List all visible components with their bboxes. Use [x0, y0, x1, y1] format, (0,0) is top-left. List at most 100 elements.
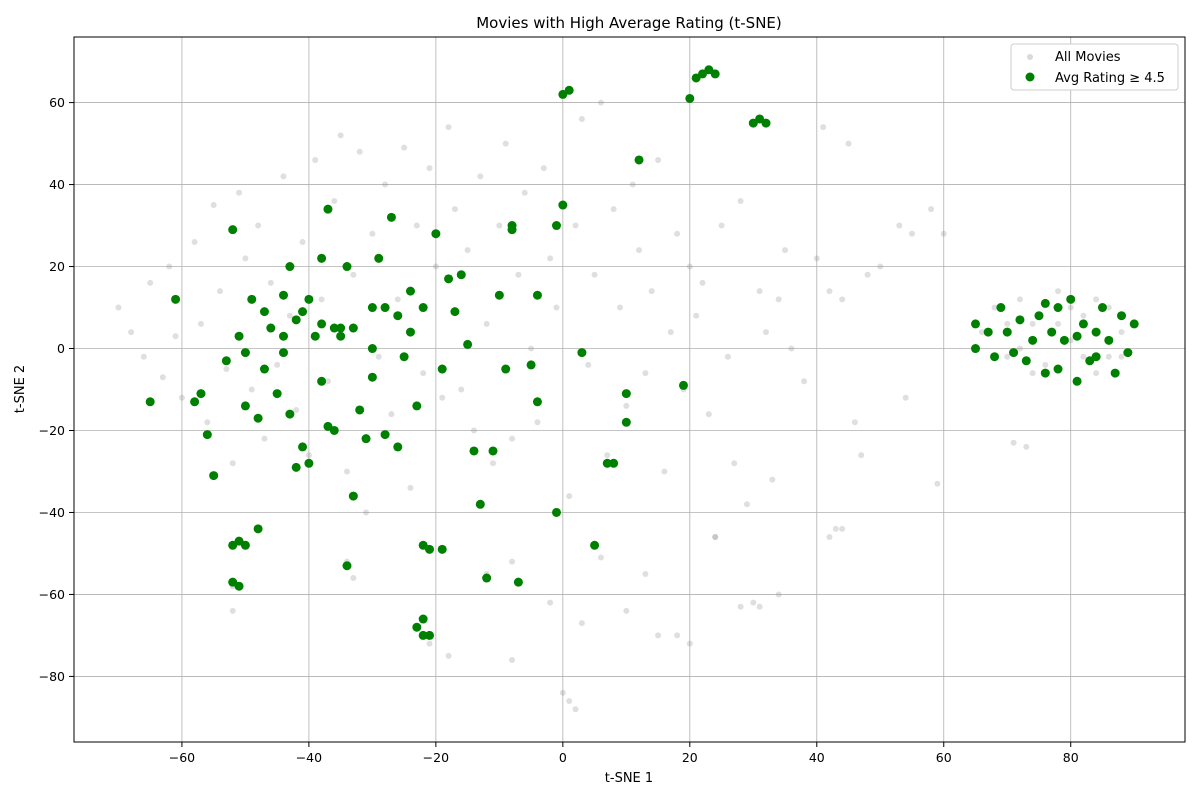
point-high-rating — [418, 630, 428, 640]
point-all-movies — [1067, 337, 1074, 344]
point-all-movies — [1105, 353, 1112, 360]
point-high-rating — [196, 389, 206, 399]
point-all-movies — [229, 460, 236, 467]
point-all-movies — [591, 271, 598, 278]
point-high-rating — [501, 364, 511, 374]
point-high-rating — [272, 389, 282, 399]
point-all-movies — [331, 197, 338, 204]
legend-box — [1010, 43, 1179, 91]
point-all-movies — [534, 419, 541, 426]
point-all-movies — [115, 304, 122, 311]
point-high-rating — [1053, 364, 1063, 374]
point-high-rating — [558, 200, 568, 210]
point-all-movies — [388, 411, 395, 418]
point-high-rating — [298, 442, 308, 452]
point-high-rating — [348, 491, 358, 501]
point-all-movies — [762, 329, 769, 336]
point-high-rating — [298, 307, 308, 317]
point-high-rating — [279, 331, 289, 341]
point-all-movies — [464, 247, 471, 254]
point-all-movies — [686, 640, 693, 647]
point-all-movies — [578, 115, 585, 122]
x-axis-label: t-SNE 1 — [605, 771, 653, 786]
point-all-movies — [547, 599, 554, 606]
x-tick-label: 40 — [809, 750, 825, 765]
point-high-rating — [336, 331, 346, 341]
point-high-rating — [380, 303, 390, 313]
y-tick-label: −60 — [39, 587, 65, 602]
point-high-rating — [1104, 335, 1114, 345]
point-all-movies — [496, 222, 503, 229]
point-high-rating — [1117, 311, 1127, 321]
point-all-movies — [1093, 296, 1100, 303]
point-high-rating — [1040, 298, 1050, 308]
point-high-rating — [304, 294, 314, 304]
point-all-movies — [578, 620, 585, 627]
point-all-movies — [172, 333, 179, 340]
point-high-rating — [361, 434, 371, 444]
point-high-rating — [551, 221, 561, 231]
point-high-rating — [342, 561, 352, 571]
point-all-movies — [623, 402, 630, 409]
point-high-rating — [482, 573, 492, 583]
point-all-movies — [559, 689, 566, 696]
point-all-movies — [1016, 296, 1023, 303]
point-all-movies — [394, 296, 401, 303]
point-all-movies — [375, 353, 382, 360]
point-all-movies — [934, 480, 941, 487]
point-all-movies — [140, 353, 147, 360]
point-all-movies — [655, 632, 662, 639]
y-tick-label: −40 — [39, 505, 65, 520]
point-high-rating — [171, 294, 181, 304]
point-all-movies — [743, 501, 750, 508]
point-high-rating — [291, 462, 301, 472]
point-high-rating — [145, 397, 155, 407]
point-high-rating — [367, 372, 377, 382]
point-high-rating — [418, 303, 428, 313]
point-all-movies — [1004, 320, 1011, 327]
point-high-rating — [240, 401, 250, 411]
point-high-rating — [1066, 294, 1076, 304]
point-all-movies — [470, 427, 477, 434]
point-all-movies — [382, 181, 389, 188]
point-high-rating — [310, 331, 320, 341]
point-all-movies — [521, 189, 528, 196]
point-all-movies — [756, 288, 763, 295]
legend-marker-high-rating — [1025, 72, 1035, 82]
point-all-movies — [775, 296, 782, 303]
point-all-movies — [839, 525, 846, 532]
point-all-movies — [820, 124, 827, 131]
point-high-rating — [710, 69, 720, 79]
point-high-rating — [634, 155, 644, 165]
point-all-movies — [356, 148, 363, 155]
point-all-movies — [1080, 353, 1087, 360]
point-all-movies — [1093, 370, 1100, 377]
point-high-rating — [234, 331, 244, 341]
point-all-movies — [724, 353, 731, 360]
point-all-movies — [477, 173, 484, 180]
point-high-rating — [507, 225, 517, 235]
point-all-movies — [705, 411, 712, 418]
point-all-movies — [1042, 361, 1049, 368]
point-all-movies — [597, 554, 604, 561]
point-high-rating — [285, 409, 295, 419]
point-high-rating — [532, 290, 542, 300]
point-high-rating — [228, 540, 238, 550]
x-tick-label: −60 — [169, 750, 195, 765]
point-high-rating — [1028, 335, 1038, 345]
point-all-movies — [978, 329, 985, 336]
point-all-movies — [610, 206, 617, 213]
point-high-rating — [317, 253, 327, 263]
point-all-movies — [839, 296, 846, 303]
point-high-rating — [621, 389, 631, 399]
point-high-rating — [1078, 319, 1088, 329]
point-all-movies — [1010, 439, 1017, 446]
point-all-movies — [451, 206, 458, 213]
x-tick-label: 20 — [682, 750, 698, 765]
point-high-rating — [450, 307, 460, 317]
point-high-rating — [463, 339, 473, 349]
point-all-movies — [324, 378, 331, 385]
point-all-movies — [769, 476, 776, 483]
point-all-movies — [1016, 345, 1023, 352]
